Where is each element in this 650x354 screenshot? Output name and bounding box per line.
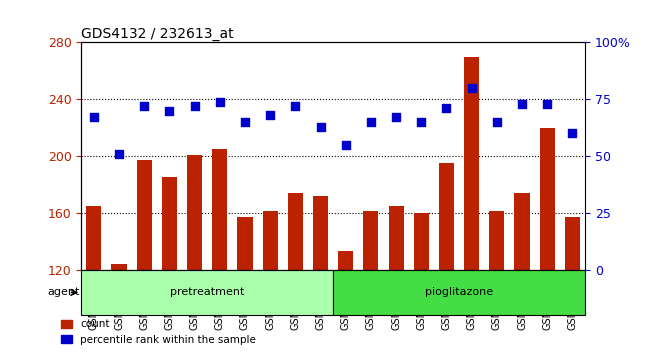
- Bar: [489, 211, 504, 354]
- FancyBboxPatch shape: [333, 270, 585, 315]
- Point: [517, 101, 527, 107]
- Point: [315, 124, 326, 129]
- Bar: [112, 264, 127, 354]
- Bar: [86, 206, 101, 354]
- Bar: [389, 206, 404, 354]
- Bar: [413, 213, 429, 354]
- Point: [114, 151, 124, 156]
- Point: [240, 119, 250, 125]
- Bar: [263, 211, 278, 354]
- Bar: [162, 177, 177, 354]
- Bar: [212, 149, 227, 354]
- Bar: [439, 163, 454, 354]
- Point: [341, 142, 351, 148]
- Point: [265, 112, 276, 118]
- Bar: [288, 193, 303, 354]
- Bar: [237, 217, 252, 354]
- Point: [189, 103, 200, 109]
- Bar: [363, 211, 378, 354]
- Text: GDS4132 / 232613_at: GDS4132 / 232613_at: [81, 28, 234, 41]
- Text: agent: agent: [47, 287, 80, 297]
- Point: [139, 103, 150, 109]
- Point: [214, 99, 225, 104]
- FancyBboxPatch shape: [81, 270, 333, 315]
- Point: [441, 105, 452, 111]
- Bar: [514, 193, 530, 354]
- Point: [391, 115, 401, 120]
- Point: [290, 103, 300, 109]
- Text: pioglitazone: pioglitazone: [425, 287, 493, 297]
- Legend: count, percentile rank within the sample: count, percentile rank within the sample: [57, 315, 260, 349]
- Point: [467, 85, 477, 91]
- Point: [416, 119, 426, 125]
- Bar: [464, 57, 479, 354]
- Point: [542, 101, 552, 107]
- Point: [164, 108, 175, 113]
- Point: [88, 115, 99, 120]
- Point: [491, 119, 502, 125]
- Point: [366, 119, 376, 125]
- Bar: [540, 128, 554, 354]
- Bar: [338, 251, 354, 354]
- Point: [567, 131, 578, 136]
- Text: pretreatment: pretreatment: [170, 287, 244, 297]
- Bar: [313, 196, 328, 354]
- Bar: [136, 160, 151, 354]
- Bar: [565, 217, 580, 354]
- Bar: [187, 155, 202, 354]
